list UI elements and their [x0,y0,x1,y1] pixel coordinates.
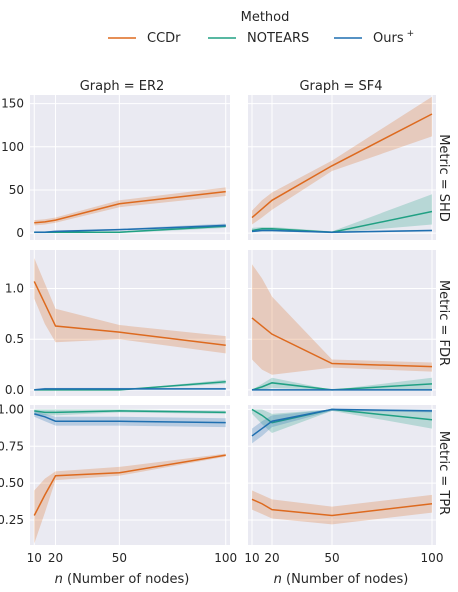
y-tick-label: 0 [16,226,24,240]
line-ours [251,229,433,233]
band-ccdr [34,453,226,544]
line-notears [251,408,433,424]
row-title-fdr: Metric = FDR [436,280,451,366]
line-ours [34,224,226,233]
x-tick-label: 50 [112,551,127,565]
y-tick-label: 1.00 [0,402,24,416]
x-axis-label-left: n (Number of nodes) [55,572,190,587]
plot-background [248,95,436,240]
band-ccdr [34,258,226,354]
column-title-sf4: Graph = SF4 [299,79,382,94]
band-ours [34,410,226,428]
line-ccdr [251,113,433,219]
x-tick-label: 20 [48,551,63,565]
line-notears [251,210,433,233]
y-tick-label: 0.0 [5,383,24,397]
x-tick-label: 20 [264,551,279,565]
y-tick-label: 0.50 [0,476,24,490]
legend-label-ours: Ours + [373,29,414,46]
panel-sf4-fdr [248,250,436,396]
y-tick-label: 50 [9,183,24,197]
x-tick-label: 100 [214,551,237,565]
legend-title: Method [241,10,290,25]
column-title-er2: Graph = ER2 [80,79,165,94]
panel-er2-tpr: 0.25 0.50 0.75 1.00 10 20 50 100 [0,402,237,565]
line-ours [34,413,226,424]
x-tick-label: 10 [27,551,42,565]
band-notears [252,194,432,234]
line-notears [251,382,433,391]
line-ccdr [33,454,226,516]
band-ccdr [252,490,432,525]
legend-label-ours-text: Ours [373,31,404,46]
y-tick-label: 0.75 [0,439,24,453]
panel-sf4-shd [248,95,436,240]
plot-background [30,250,230,396]
x-axis-label-left-text: (Number of nodes) [63,572,190,587]
legend-label-ccdr: CCDr [147,31,181,46]
line-ccdr [33,281,226,347]
legend: Method CCDr NOTEARS Ours + [108,10,414,46]
line-ccdr [34,190,226,224]
x-axis-label-left-var: n [55,572,63,587]
legend-label-ours-superscript: + [407,29,415,39]
line-ours [34,388,226,391]
panel-sf4-tpr: 10 20 50 100 [244,405,443,565]
panel-er2-fdr: 0.0 0.5 1.0 [5,250,230,397]
panel-er2-shd: 0 50 100 150 [1,95,230,240]
row-title-shd: Metric = SHD [436,134,451,222]
x-tick-label: 10 [244,551,259,565]
plot-background [248,405,436,545]
x-axis-label-right: n (Number of nodes) [274,572,409,587]
y-tick-label: 150 [1,97,24,111]
y-tick-label: 0.5 [5,332,24,346]
x-axis-label-right-text: (Number of nodes) [282,572,409,587]
row-title-tpr: Metric = TPR [436,431,451,515]
x-tick-label: 50 [324,551,339,565]
plot-background [30,95,230,240]
line-ccdr [251,498,433,517]
line-ccdr [251,317,433,368]
band-ours [252,409,432,444]
y-tick-label: 100 [1,140,24,154]
x-tick-label: 100 [421,551,444,565]
legend-label-notears: NOTEARS [247,31,309,46]
x-axis-label-right-var: n [274,572,282,587]
line-ours [251,408,433,437]
line-notears [34,410,226,414]
band-notears [34,409,226,416]
y-tick-label: 0.25 [0,513,24,527]
plot-background [248,250,436,396]
y-tick-label: 1.0 [5,282,24,296]
